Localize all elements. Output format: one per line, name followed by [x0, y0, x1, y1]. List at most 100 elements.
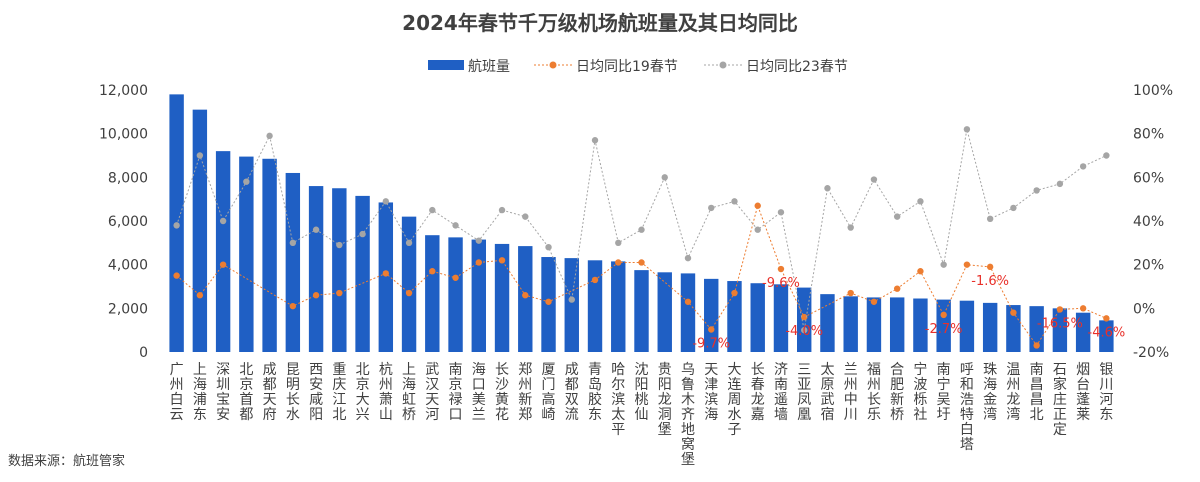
data-point: [731, 198, 738, 205]
bar: [982, 302, 998, 352]
bar: [820, 294, 835, 352]
right-tick-label: 80%: [1133, 127, 1164, 143]
data-point: [684, 254, 692, 262]
data-point: [986, 263, 994, 271]
left-axis: 0 2,000 4,000 6,000 8,000 10,000 12,000: [99, 83, 148, 361]
category-labels: 广州白云上海浦东深圳宝安北京首都成都天府昆明长水西安咸阳重庆江北北京大兴杭州萧山…: [170, 361, 1114, 468]
bar: [564, 258, 579, 352]
data-point: [824, 185, 831, 192]
data-point: [870, 176, 878, 183]
bar: [1029, 306, 1044, 352]
legend-label-flights: 航班量: [468, 59, 510, 75]
data-point: [196, 152, 204, 159]
category-label: 兰州中川: [844, 362, 858, 423]
data-point: [940, 261, 947, 268]
bar: [355, 195, 370, 352]
category-label: 太原武宿: [820, 362, 834, 423]
category-label: 重庆江北: [332, 362, 346, 423]
category-label: 海口美兰: [472, 362, 486, 423]
data-point: [405, 289, 413, 297]
category-label: 成都双流: [565, 362, 579, 423]
data-point: [196, 292, 204, 299]
data-point: [522, 292, 529, 299]
left-tick-label: 8,000: [108, 170, 148, 186]
category-label: 厦门高崎: [542, 362, 556, 423]
category-label: 武汉天河: [425, 362, 439, 423]
data-point: [336, 241, 343, 249]
data-point: [1079, 163, 1087, 170]
category-label: 南京禄口: [449, 362, 463, 423]
bar: [727, 281, 742, 352]
data-point: [591, 276, 599, 284]
data-point: [382, 270, 390, 277]
bar: [1006, 305, 1021, 352]
data-point: [336, 289, 343, 297]
left-tick-label: 12,000: [99, 83, 148, 99]
category-label: 石家庄正定: [1053, 362, 1067, 438]
bar: [913, 298, 928, 352]
data-point: [870, 298, 878, 305]
data-point: [638, 226, 645, 233]
data-point: [475, 237, 482, 244]
data-point: [777, 265, 785, 273]
bar: [239, 156, 254, 352]
data-label: -9.6%: [762, 276, 800, 291]
bar: [401, 216, 417, 352]
data-point: [312, 292, 320, 299]
category-label: 郑州新郑: [518, 362, 532, 423]
data-label: -4.6%: [1088, 325, 1126, 340]
data-point: [731, 289, 738, 297]
data-point: [708, 204, 715, 212]
bar: [587, 260, 603, 352]
data-point: [1033, 187, 1040, 194]
category-label: 昆明长水: [286, 362, 300, 423]
right-tick-label: 100%: [1133, 83, 1173, 99]
data-point: [289, 302, 297, 310]
data-point: [801, 326, 808, 334]
legend: 航班量 日均同比19春节 日均同比23春节: [428, 59, 848, 75]
data-point: [289, 239, 297, 247]
bar: [215, 151, 231, 352]
data-point: [1010, 309, 1017, 316]
category-label: 上海浦东: [193, 362, 207, 423]
category-label: 沈阳桃仙: [635, 362, 649, 423]
data-point: [452, 274, 459, 281]
data-point: [382, 198, 390, 205]
data-point: [219, 217, 227, 225]
bar: [936, 299, 951, 352]
legend-label-yoy23: 日均同比23春节: [746, 59, 848, 75]
bar: [866, 297, 882, 352]
category-label: 大连周水子: [727, 362, 741, 438]
data-point: [1103, 152, 1110, 159]
data-point: [452, 222, 459, 229]
category-label: 合肥新桥: [890, 362, 904, 423]
bar: [332, 188, 347, 352]
bar: [889, 297, 905, 352]
data-point: [522, 213, 529, 220]
data-labels: -9.7% -4.0% -9.6% -2.7% -1.6% -16.5% -4.6%: [692, 274, 1125, 352]
data-point: [219, 261, 227, 268]
legend-label-yoy19: 日均同比19春节: [576, 59, 678, 75]
bar: [750, 283, 765, 352]
bar: [425, 235, 440, 352]
data-point: [266, 132, 273, 140]
category-label: 长沙黄花: [495, 362, 509, 423]
category-label: 福州长乐: [867, 362, 881, 423]
category-label: 上海虹桥: [402, 362, 416, 423]
bar: [494, 243, 510, 352]
data-point: [754, 202, 761, 209]
data-point: [429, 268, 436, 275]
bar: [611, 261, 626, 352]
legend-marker-yoy19: [549, 61, 557, 69]
data-point: [615, 239, 622, 247]
data-point: [615, 259, 622, 266]
data-point: [173, 272, 180, 279]
category-label: 南昌昌北: [1030, 362, 1044, 423]
data-point: [777, 209, 785, 216]
right-axis: -20% 0% 20% 40% 60% 80% 100%: [1133, 83, 1173, 361]
bar: [843, 296, 858, 352]
data-point: [405, 239, 413, 247]
data-point: [917, 268, 924, 275]
data-point: [1103, 315, 1110, 322]
category-label: 北京大兴: [356, 362, 370, 423]
